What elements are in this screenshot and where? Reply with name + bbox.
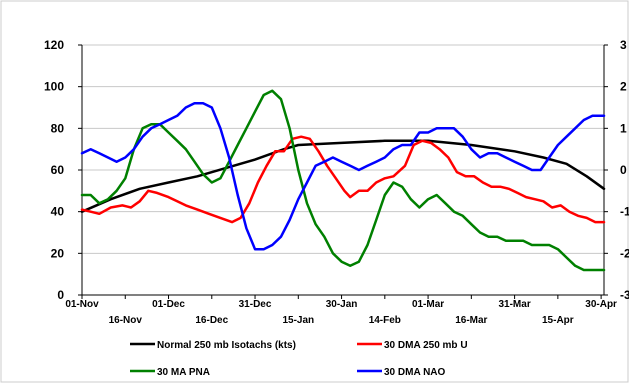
x-tick-label: 16-Dec bbox=[195, 315, 228, 326]
y-left-tick-label: 60 bbox=[51, 163, 65, 177]
y-right-tick-label: -2 bbox=[620, 246, 629, 260]
x-tick-label: 15-Jan bbox=[282, 315, 314, 326]
x-tick-label: 15-Apr bbox=[542, 315, 574, 326]
legend-label: Normal 250 mb Isotachs (kts) bbox=[157, 340, 296, 351]
x-tick-label: 30-Apr bbox=[585, 299, 617, 310]
x-tick-label: 14-Feb bbox=[369, 315, 401, 326]
y-left-tick-label: 40 bbox=[51, 205, 65, 219]
x-tick-label: 01-Dec bbox=[152, 299, 185, 310]
y-right-tick-label: 3 bbox=[620, 38, 627, 52]
y-right-tick-label: 0 bbox=[620, 163, 627, 177]
series-line bbox=[80, 135, 606, 224]
axes: 0 20 40 60 80 100 120 -3 -2 -1 0 1 2 3 01-Nov 01-Dec 31-… bbox=[44, 38, 629, 326]
y-left-tick-label: 80 bbox=[51, 121, 65, 135]
x-tick-label: 31-Dec bbox=[239, 299, 272, 310]
y-left-tick-label: 100 bbox=[44, 80, 64, 94]
x-tick-label: 16-Mar bbox=[455, 315, 487, 326]
x-tick-label: 01-Mar bbox=[412, 299, 444, 310]
y-left-tick-label: 20 bbox=[51, 246, 65, 260]
y-right-tick-label: 1 bbox=[620, 121, 627, 135]
y-right-tick-label: -3 bbox=[620, 288, 629, 302]
x-tick-label: 16-Nov bbox=[109, 315, 143, 326]
legend-label: 30 DMA NAO bbox=[384, 367, 446, 378]
grid bbox=[82, 44, 604, 254]
x-tick-label: 31-Mar bbox=[498, 299, 530, 310]
legend-label: 30 MA PNA bbox=[157, 367, 210, 378]
x-tick-label: 30-Jan bbox=[326, 299, 358, 310]
x-tick-label: 01-Nov bbox=[65, 299, 99, 310]
y-left-tick-label: 0 bbox=[57, 288, 64, 302]
series bbox=[80, 89, 606, 272]
y-right-tick-label: -1 bbox=[620, 205, 629, 219]
series-line bbox=[80, 89, 606, 272]
legend: Normal 250 mb Isotachs (kts) 30 DMA 250 m… bbox=[130, 340, 468, 378]
y-right-tick-label: 2 bbox=[620, 80, 627, 94]
series-line bbox=[80, 102, 606, 251]
legend-label: 30 DMA 250 mb U bbox=[384, 340, 468, 351]
y-left-tick-label: 120 bbox=[44, 38, 64, 52]
